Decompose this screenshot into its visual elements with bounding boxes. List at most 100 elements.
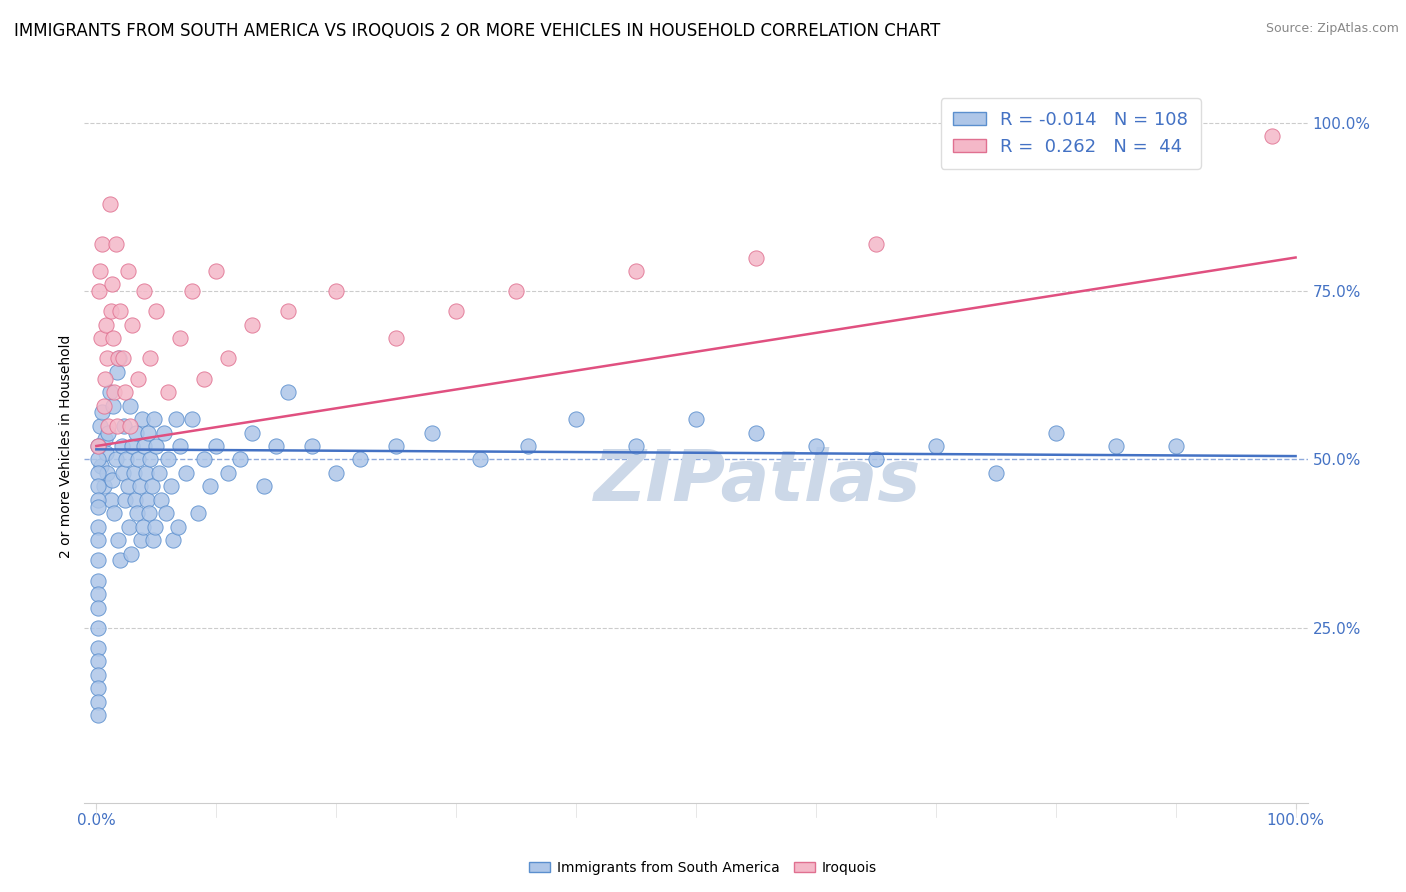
Point — [565, 412, 588, 426]
Point — [86, 621, 108, 635]
Point — [87, 284, 110, 298]
Point — [162, 533, 184, 548]
Point — [150, 492, 173, 507]
Point — [253, 479, 276, 493]
Point — [117, 479, 139, 493]
Point — [86, 533, 108, 548]
Point — [97, 425, 120, 440]
Point — [110, 553, 132, 567]
Point — [136, 425, 159, 440]
Point — [240, 318, 263, 332]
Point — [134, 439, 156, 453]
Point — [745, 251, 768, 265]
Point — [86, 492, 108, 507]
Point — [865, 452, 887, 467]
Point — [139, 452, 162, 467]
Point — [325, 466, 347, 480]
Point — [98, 196, 121, 211]
Point — [325, 284, 347, 298]
Point — [205, 439, 228, 453]
Point — [127, 506, 149, 520]
Point — [745, 425, 768, 440]
Point — [86, 708, 108, 723]
Point — [1045, 425, 1067, 440]
Point — [131, 412, 153, 426]
Point — [86, 681, 108, 696]
Point — [117, 264, 139, 278]
Point — [86, 668, 108, 682]
Point — [115, 452, 138, 467]
Point — [925, 439, 948, 453]
Point — [385, 331, 408, 345]
Point — [169, 439, 191, 453]
Point — [128, 479, 150, 493]
Point — [110, 439, 132, 453]
Point — [129, 533, 152, 548]
Point — [159, 479, 181, 493]
Point — [105, 418, 128, 433]
Point — [90, 331, 112, 345]
Point — [505, 284, 527, 298]
Point — [112, 418, 135, 433]
Point — [167, 520, 190, 534]
Point — [1164, 439, 1187, 453]
Point — [135, 466, 157, 480]
Point — [200, 479, 222, 493]
Point — [101, 399, 124, 413]
Point — [277, 304, 299, 318]
Point — [96, 466, 118, 480]
Point — [101, 277, 124, 292]
Point — [624, 439, 647, 453]
Point — [174, 466, 197, 480]
Text: IMMIGRANTS FROM SOUTH AMERICA VS IROQUOIS 2 OR MORE VEHICLES IN HOUSEHOLD CORREL: IMMIGRANTS FROM SOUTH AMERICA VS IROQUOI… — [14, 22, 941, 40]
Point — [169, 331, 191, 345]
Point — [89, 418, 111, 433]
Point — [124, 492, 146, 507]
Point — [100, 492, 122, 507]
Point — [93, 479, 115, 493]
Point — [100, 304, 122, 318]
Point — [301, 439, 323, 453]
Point — [205, 264, 228, 278]
Point — [264, 439, 287, 453]
Point — [1105, 439, 1128, 453]
Point — [148, 466, 170, 480]
Point — [157, 385, 180, 400]
Point — [142, 412, 165, 426]
Point — [86, 640, 108, 655]
Point — [127, 452, 149, 467]
Point — [145, 304, 167, 318]
Point — [86, 695, 108, 709]
Text: ZIPatlas: ZIPatlas — [593, 447, 921, 516]
Point — [1260, 129, 1282, 144]
Point — [157, 452, 180, 467]
Point — [98, 385, 121, 400]
Point — [122, 466, 145, 480]
Point — [193, 452, 215, 467]
Point — [349, 452, 371, 467]
Point — [96, 351, 118, 366]
Point — [93, 432, 117, 446]
Point — [104, 237, 127, 252]
Point — [121, 318, 143, 332]
Point — [94, 318, 117, 332]
Point — [181, 412, 204, 426]
Point — [121, 439, 143, 453]
Point — [103, 506, 125, 520]
Point — [86, 452, 108, 467]
Point — [111, 351, 134, 366]
Point — [114, 385, 136, 400]
Point — [87, 439, 110, 453]
Point — [86, 466, 108, 480]
Point — [97, 418, 120, 433]
Point — [118, 418, 141, 433]
Point — [139, 351, 162, 366]
Point — [120, 547, 142, 561]
Point — [145, 439, 167, 453]
Point — [181, 284, 204, 298]
Point — [94, 446, 117, 460]
Point — [86, 655, 108, 669]
Point — [101, 473, 124, 487]
Point — [155, 506, 177, 520]
Point — [127, 372, 149, 386]
